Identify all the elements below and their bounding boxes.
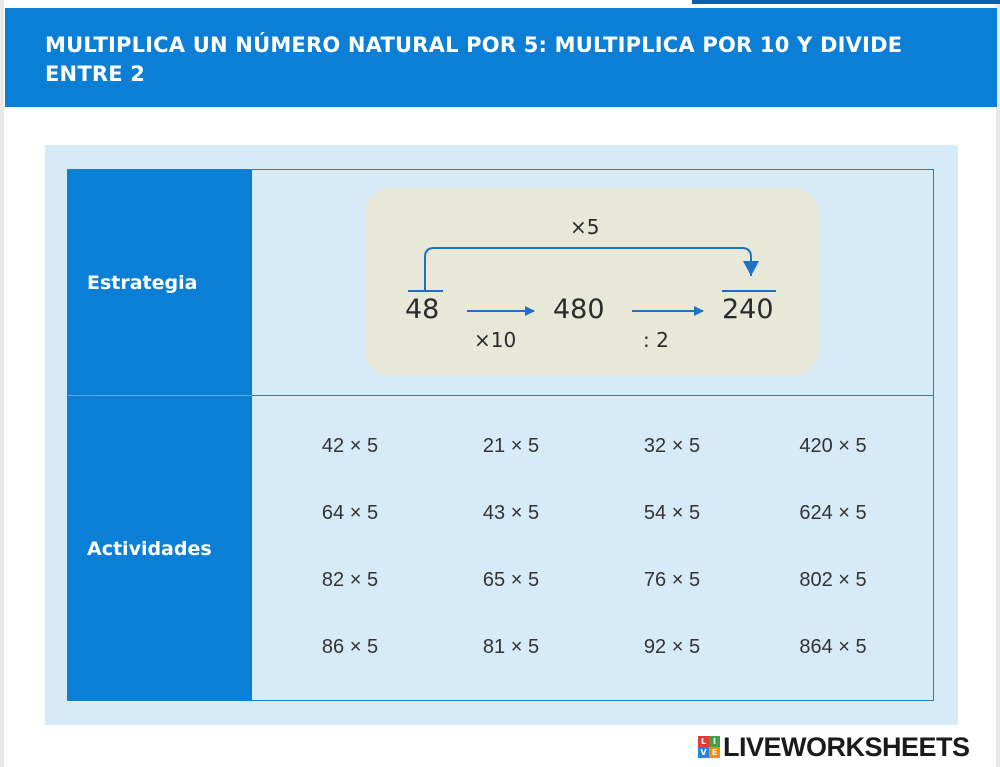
activity-cell: 76 × 5 <box>643 569 701 591</box>
label-times10: ×10 <box>474 328 517 352</box>
liveworksheets-watermark: L I V E LIVEWORKSHEETS <box>698 730 970 764</box>
activity-cell: 43 × 5 <box>482 502 540 524</box>
activity-cell: 81 × 5 <box>482 636 540 658</box>
number-end: 240 <box>722 294 774 325</box>
row-label-estrategia: Estrategia <box>68 170 252 395</box>
label-divide2: : 2 <box>643 328 669 352</box>
liveworksheets-logo-icon: L I V E <box>698 736 720 758</box>
number-middle: 480 <box>553 294 605 325</box>
page-title: MULTIPLICA UN NÚMERO NATURAL POR 5: MULT… <box>45 33 903 86</box>
top-strip <box>692 0 1000 4</box>
left-border <box>0 0 4 767</box>
activity-cell: 802 × 5 <box>799 569 867 591</box>
activity-cell: 65 × 5 <box>482 569 540 591</box>
activity-cell: 420 × 5 <box>799 435 867 457</box>
activity-cell: 864 × 5 <box>799 636 867 658</box>
activity-cell: 92 × 5 <box>643 636 701 658</box>
row-label-actividades: Actividades <box>68 396 252 701</box>
label-times5: ×5 <box>570 215 600 239</box>
activity-cell: 624 × 5 <box>799 502 867 524</box>
activity-cell: 32 × 5 <box>643 435 701 457</box>
activity-cell: 64 × 5 <box>321 502 379 524</box>
activity-cell: 21 × 5 <box>482 435 540 457</box>
activity-cell: 82 × 5 <box>321 569 379 591</box>
number-start: 48 <box>405 294 440 325</box>
row-divider <box>252 395 934 396</box>
right-border <box>996 0 1000 767</box>
title-bar: MULTIPLICA UN NÚMERO NATURAL POR 5: MULT… <box>5 8 997 107</box>
activity-cell: 86 × 5 <box>321 636 379 658</box>
label-divider <box>68 395 252 396</box>
watermark-text: LIVEWORKSHEETS <box>723 731 970 762</box>
activity-cell: 42 × 5 <box>321 435 379 457</box>
activity-cell: 54 × 5 <box>643 502 701 524</box>
